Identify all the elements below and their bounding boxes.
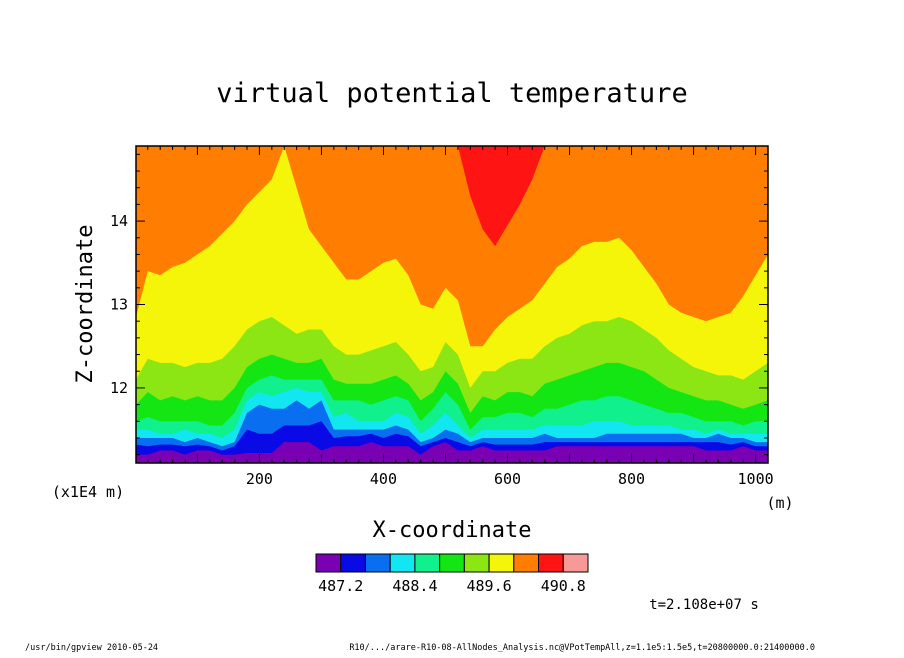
colorbar-label: 489.6 (467, 577, 512, 595)
colorbar-label: 488.4 (392, 577, 437, 595)
y-axis-title: Z-coordinate (73, 225, 98, 384)
x-tick-label: 400 (370, 470, 397, 488)
colorbar (315, 553, 589, 573)
y-tick-label: 14 (110, 212, 128, 230)
x-tick-label: 1000 (738, 470, 774, 488)
y-axis: 12 13 14 (110, 153, 768, 456)
time-label: t=2.108e+07 s (649, 597, 759, 613)
x-tick-label: 600 (494, 470, 521, 488)
x-tick-label: 200 (246, 470, 273, 488)
y-axis-scale-label: (x1E4 m) (52, 483, 124, 501)
colorbar-swatch (364, 553, 391, 573)
x-tick-label: 800 (618, 470, 645, 488)
footer-left: /usr/bin/gpview 2010-05-24 (25, 643, 158, 653)
chart-title: virtual potential temperature (216, 78, 687, 109)
colorbar-swatch (340, 553, 366, 573)
x-axis-title: X-coordinate (373, 518, 532, 543)
x-axis-unit: (m) (766, 494, 793, 512)
y-tick-label: 12 (110, 379, 128, 397)
y-tick-label: 13 (110, 296, 128, 314)
colorbar-swatch (315, 553, 342, 573)
colorbar-swatch (488, 553, 515, 573)
colorbar-label: 490.8 (541, 577, 586, 595)
colorbar-swatch (414, 553, 441, 573)
contour-band-8 (136, 146, 768, 347)
colorbar-swatch (513, 553, 540, 573)
colorbar-swatch (439, 553, 465, 573)
contour-field (136, 146, 768, 463)
colorbar-labels: 487.2 488.4 489.6 490.8 (318, 577, 586, 595)
colorbar-swatch (389, 553, 416, 573)
colorbar-swatch (562, 553, 589, 573)
colorbar-label: 487.2 (318, 577, 363, 595)
colorbar-swatch (538, 553, 564, 573)
colorbar-swatch (463, 553, 490, 573)
footer-right: R10/.../arare-R10-08-AllNodes_Analysis.n… (349, 643, 815, 653)
x-axis: 200 400 600 800 1000 (147, 146, 774, 488)
